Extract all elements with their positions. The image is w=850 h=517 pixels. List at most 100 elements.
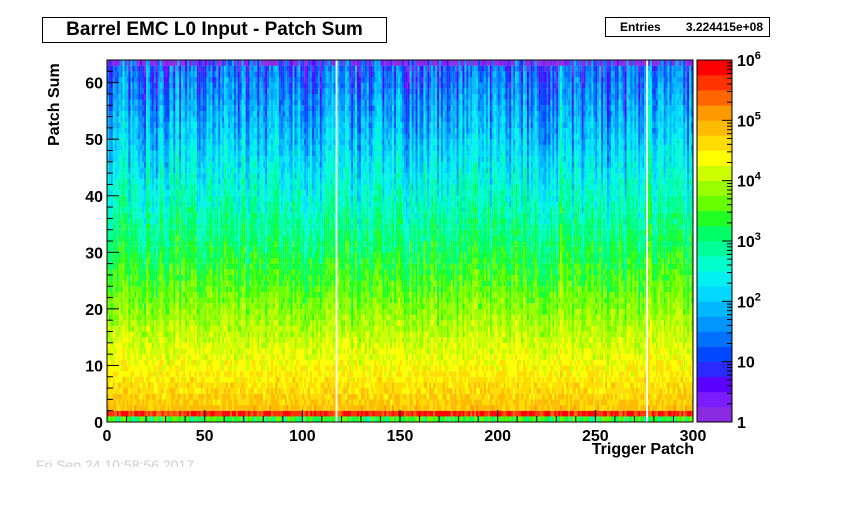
heatmap-cell <box>230 359 233 366</box>
heatmap-cell <box>177 416 180 423</box>
heatmap-cell <box>147 110 151 117</box>
heatmap-cell <box>230 60 233 66</box>
heatmap-cell <box>226 144 229 151</box>
heatmap-cell <box>222 388 225 394</box>
heatmap-cell <box>146 393 149 400</box>
heatmap-cell <box>194 116 197 123</box>
heatmap-cell <box>136 359 139 366</box>
heatmap-cell <box>124 190 127 196</box>
heatmap-cell <box>136 416 139 423</box>
heatmap-cell <box>146 348 149 355</box>
heatmap-cell <box>245 99 248 106</box>
heatmap-cell <box>245 139 248 145</box>
heatmap-cell <box>245 331 248 338</box>
heatmap-cell <box>192 150 195 157</box>
heatmap-cell <box>157 331 160 338</box>
heatmap-cell <box>204 235 207 242</box>
heatmap-cell <box>216 280 219 287</box>
heatmap-cell <box>149 263 152 270</box>
heatmap-cell <box>167 382 170 389</box>
heatmap-cell <box>228 235 231 242</box>
heatmap-cell <box>185 376 188 383</box>
heatmap-cell <box>194 348 197 355</box>
heatmap-cell <box>196 99 199 106</box>
heatmap-cell <box>149 348 152 355</box>
heatmap-cell <box>233 60 236 66</box>
heatmap-cell <box>106 291 109 298</box>
heatmap-cell <box>130 229 133 236</box>
heatmap-cell <box>149 144 152 151</box>
heatmap-cell <box>108 371 111 377</box>
heatmap-cell <box>165 133 168 140</box>
heatmap-cell <box>249 161 252 168</box>
heatmap-cell <box>228 337 231 343</box>
heatmap-cell <box>214 184 217 191</box>
heatmap-cell <box>106 229 109 236</box>
heatmap-cell <box>159 229 162 236</box>
heatmap-cell <box>146 280 149 287</box>
heatmap-cell <box>155 376 158 383</box>
heatmap-cell <box>167 274 170 281</box>
heatmap-cell <box>208 229 211 236</box>
heatmap-cell <box>222 354 225 360</box>
heatmap-cell <box>245 65 248 72</box>
heatmap-cell <box>257 167 260 174</box>
heatmap-cell <box>151 269 154 276</box>
heatmap-cell <box>241 274 244 281</box>
heatmap-cell <box>196 178 199 185</box>
heatmap-cell <box>198 416 201 423</box>
heatmap-cell <box>140 190 143 196</box>
heatmap-cell <box>230 82 233 89</box>
heatmap-cell <box>140 71 143 78</box>
heatmap-cell <box>255 337 258 343</box>
heatmap-cell <box>146 241 149 247</box>
heatmap-cell <box>253 150 256 157</box>
heatmap-cell <box>165 393 168 400</box>
heatmap-cell <box>196 325 199 332</box>
heatmap-cell <box>187 139 190 145</box>
heatmap-cell <box>239 161 242 168</box>
heatmap-cell <box>194 286 197 293</box>
heatmap-cell <box>130 218 133 225</box>
heatmap-cell <box>210 173 213 179</box>
heatmap-cell <box>255 184 258 191</box>
heatmap-cell <box>233 144 236 151</box>
heatmap-cell <box>237 410 240 417</box>
heatmap-cell <box>124 263 127 270</box>
heatmap-cell <box>208 365 211 372</box>
heatmap-cell <box>210 410 213 417</box>
heatmap-cell <box>136 399 139 406</box>
heatmap-cell <box>188 235 192 242</box>
heatmap-cell <box>140 195 143 202</box>
heatmap-cell <box>157 325 160 332</box>
heatmap-cell <box>112 229 115 236</box>
heatmap-cell <box>210 365 213 372</box>
heatmap-cell <box>144 110 147 117</box>
heatmap-cell <box>233 314 236 321</box>
heatmap-cell <box>116 88 119 95</box>
heatmap-cell <box>120 246 123 253</box>
heatmap-cell <box>235 382 238 389</box>
heatmap-cell <box>161 365 164 372</box>
heatmap-cell <box>196 218 199 225</box>
heatmap-cell <box>226 127 229 134</box>
heatmap-cell <box>194 105 197 112</box>
heatmap-cell <box>188 399 192 406</box>
heatmap-cell <box>153 76 156 83</box>
heatmap-cell <box>124 116 127 123</box>
heatmap-cell <box>181 116 184 123</box>
heatmap-cell <box>206 354 209 360</box>
heatmap-cell <box>208 156 211 162</box>
heatmap-cell <box>202 263 205 270</box>
heatmap-cell <box>222 325 225 332</box>
heatmap-cell <box>124 235 127 242</box>
heatmap-cell <box>204 116 207 123</box>
heatmap-cell <box>163 173 166 179</box>
heatmap-cell <box>204 376 207 383</box>
heatmap-cell <box>224 325 227 332</box>
heatmap-cell <box>159 416 162 423</box>
heatmap-cell <box>228 195 231 202</box>
heatmap-cell <box>169 207 172 213</box>
heatmap-cell <box>206 88 209 95</box>
heatmap-cell <box>185 308 188 315</box>
